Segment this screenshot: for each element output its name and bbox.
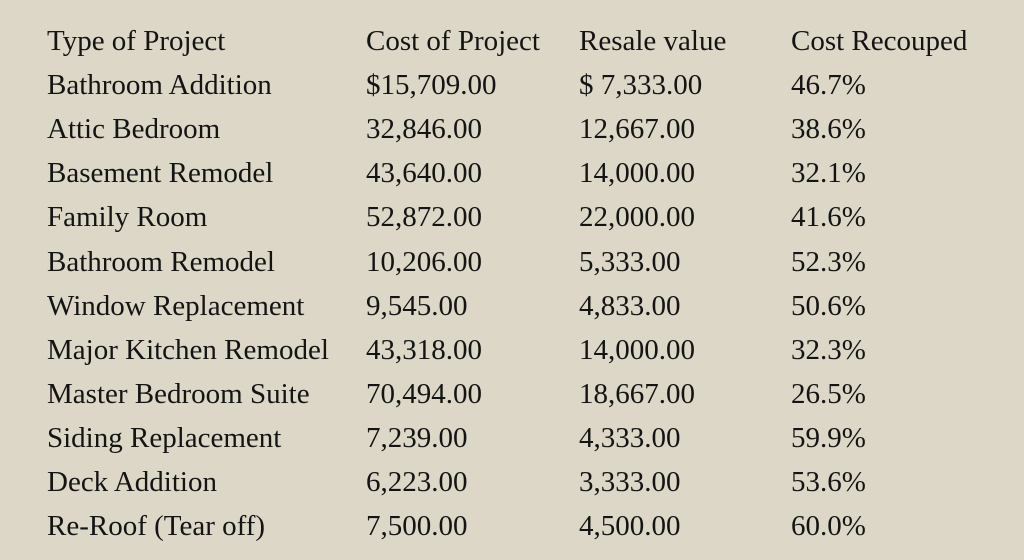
project-cost-cell: 70,494.00 [366, 378, 482, 410]
resale-value-cell: 4,833.00 [579, 290, 681, 322]
project-cost-cell: 52,872.00 [366, 201, 482, 233]
resale-value-cell: $ 7,333.00 [579, 69, 703, 101]
project-type-cell: Family Room [47, 201, 208, 233]
project-type-cell: Bathroom Addition [47, 69, 272, 101]
cost-recouped-cell: 60.0% [791, 510, 866, 542]
project-type-cell: Re-Roof (Tear off) [47, 510, 266, 542]
header-cost-of-project: Cost of Project [366, 25, 540, 57]
project-type-cell: Bathroom Remodel [47, 246, 275, 278]
project-type-cell: Major Kitchen Remodel [47, 334, 329, 366]
resale-value-cell: 4,500.00 [579, 510, 681, 542]
resale-value-cell: 14,000.00 [579, 157, 695, 189]
resale-value-cell: 22,000.00 [579, 201, 695, 233]
header-resale-value: Resale value [579, 25, 727, 57]
table-row: Re-Roof (Tear off) 7,500.00 4,500.00 60.… [0, 504, 1024, 548]
table-row: Window Replacement 9,545.00 4,833.00 50.… [0, 284, 1024, 328]
project-type-cell: Siding Replacement [47, 422, 282, 454]
cost-recouped-cell: 53.6% [791, 466, 866, 498]
project-cost-cell: 9,545.00 [366, 290, 468, 322]
cost-recouped-cell: 52.3% [791, 246, 866, 278]
project-type-cell: Attic Bedroom [47, 113, 221, 145]
resale-value-cell: 12,667.00 [579, 113, 695, 145]
project-cost-cell: $15,709.00 [366, 69, 497, 101]
project-cost-cell: 7,500.00 [366, 510, 468, 542]
cost-recouped-cell: 32.3% [791, 334, 866, 366]
table-row: Master Bedroom Suite 70,494.00 18,667.00… [0, 372, 1024, 416]
resale-value-cell: 5,333.00 [579, 246, 681, 278]
resale-value-cell: 18,667.00 [579, 378, 695, 410]
cost-recouped-cell: 46.7% [791, 69, 866, 101]
header-cost-recouped: Cost Recouped [791, 25, 968, 57]
table-row: Bathroom Addition $15,709.00 $ 7,333.00 … [0, 63, 1024, 107]
cost-recouped-cell: 59.9% [791, 422, 866, 454]
project-type-cell: Basement Remodel [47, 157, 274, 189]
cost-recouped-cell: 41.6% [791, 201, 866, 233]
cost-recouped-cell: 50.6% [791, 290, 866, 322]
table-row: Family Room 52,872.00 22,000.00 41.6% [0, 195, 1024, 239]
header-type-of-project: Type of Project [47, 25, 226, 57]
project-cost-cell: 10,206.00 [366, 246, 482, 278]
project-cost-cell: 43,318.00 [366, 334, 482, 366]
project-type-cell: Master Bedroom Suite [47, 378, 310, 410]
project-type-cell: Deck Addition [47, 466, 217, 498]
table-row: Attic Bedroom 32,846.00 12,667.00 38.6% [0, 107, 1024, 151]
table-row: Deck Addition 6,223.00 3,333.00 53.6% [0, 460, 1024, 504]
table-row: Siding Replacement 7,239.00 4,333.00 59.… [0, 416, 1024, 460]
project-type-cell: Window Replacement [47, 290, 305, 322]
table-row: Bathroom Remodel 10,206.00 5,333.00 52.3… [0, 240, 1024, 284]
project-cost-cell: 43,640.00 [366, 157, 482, 189]
resale-value-cell: 3,333.00 [579, 466, 681, 498]
table-row: Major Kitchen Remodel 43,318.00 14,000.0… [0, 328, 1024, 372]
project-cost-cell: 6,223.00 [366, 466, 468, 498]
cost-recouped-cell: 26.5% [791, 378, 866, 410]
project-cost-cell: 7,239.00 [366, 422, 468, 454]
cost-recouped-cell: 38.6% [791, 113, 866, 145]
table-header-row: Type of Project Cost of Project Resale v… [0, 19, 1024, 63]
resale-value-cell: 4,333.00 [579, 422, 681, 454]
project-cost-cell: 32,846.00 [366, 113, 482, 145]
table-row: Basement Remodel 43,640.00 14,000.00 32.… [0, 151, 1024, 195]
resale-value-cell: 14,000.00 [579, 334, 695, 366]
cost-recouped-cell: 32.1% [791, 157, 866, 189]
